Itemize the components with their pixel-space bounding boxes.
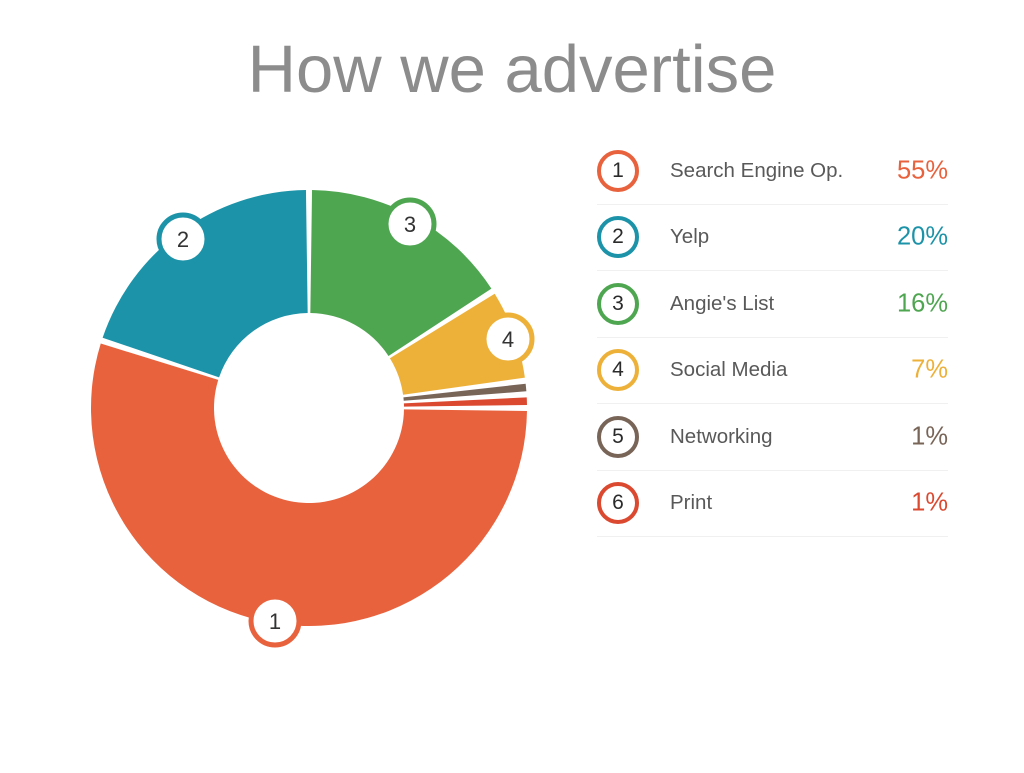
- svg-text:1: 1: [269, 609, 281, 634]
- svg-text:4: 4: [502, 327, 514, 352]
- svg-text:2: 2: [177, 227, 189, 252]
- svg-text:3: 3: [404, 212, 416, 237]
